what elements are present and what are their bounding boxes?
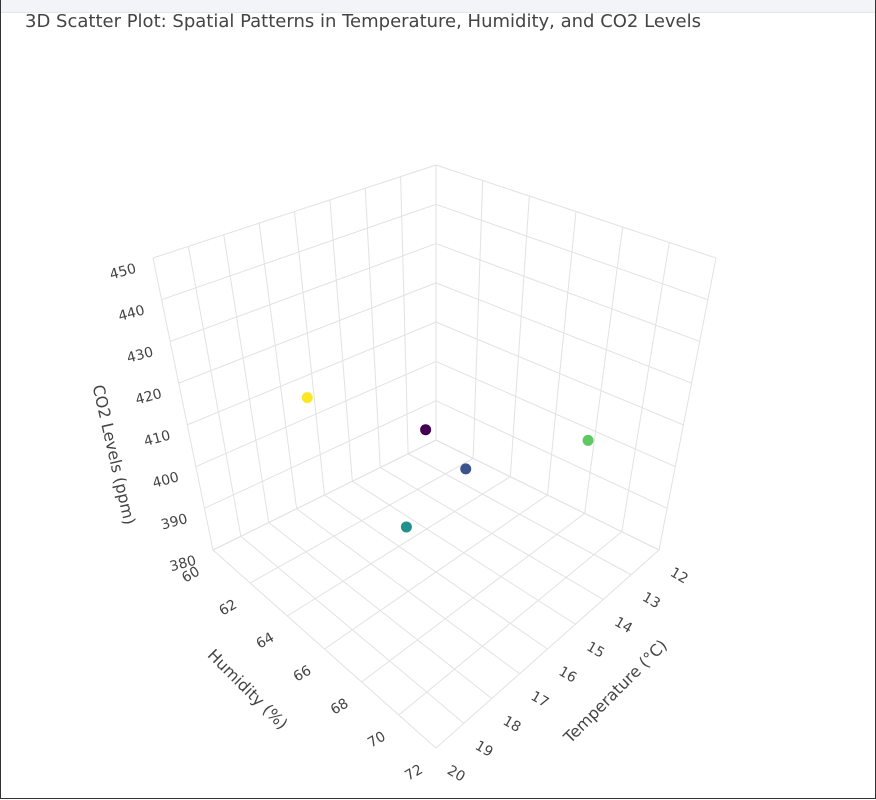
x-tick-label: 16 — [556, 664, 580, 687]
grid-line — [547, 211, 577, 496]
grid-line — [324, 494, 548, 650]
grid-line — [152, 257, 214, 551]
y-tick-label: 64 — [254, 630, 278, 653]
x-tick-label: 17 — [528, 688, 551, 711]
grid-line — [435, 360, 676, 468]
y-tick-label: 68 — [328, 696, 351, 719]
grid-line — [509, 195, 530, 477]
grid-line — [287, 476, 511, 617]
grid-line — [435, 549, 660, 749]
y-tick-label: 72 — [402, 762, 425, 785]
y-tick-label: 62 — [216, 597, 239, 620]
grid-line — [621, 242, 670, 532]
grid-line — [435, 400, 668, 509]
grid-line — [329, 199, 353, 482]
x-tick-label: 20 — [444, 763, 467, 785]
grid-line — [435, 203, 709, 301]
grid-line — [161, 203, 437, 301]
grid-line — [223, 234, 270, 523]
z-tick-label: 400 — [151, 469, 181, 491]
x-tick-label: 15 — [584, 639, 607, 662]
grid-line — [187, 321, 437, 426]
z-tick-label: 430 — [125, 344, 155, 366]
grid-line — [178, 282, 437, 384]
x-axis-title: Temperature (°C) — [559, 636, 671, 748]
chart-title: 3D Scatter Plot: Spatial Patterns in Tem… — [25, 11, 701, 32]
z-tick-label: 420 — [134, 386, 164, 408]
grid-line — [398, 531, 623, 716]
grid-line — [152, 164, 437, 259]
z-tick-label: 380 — [168, 553, 198, 575]
point — [301, 392, 313, 404]
grid-line — [400, 176, 409, 454]
grid-line — [472, 180, 484, 459]
grid-line — [294, 211, 325, 496]
grid-line — [204, 400, 437, 509]
z-tick-label: 390 — [159, 511, 189, 533]
point — [420, 424, 432, 436]
grid-line — [435, 243, 700, 342]
toolbar — [1, 0, 875, 13]
grid-line — [169, 243, 437, 342]
grid-line — [435, 439, 660, 551]
x-tick-label: 19 — [472, 738, 495, 761]
grid-line — [658, 257, 717, 551]
point — [400, 521, 412, 533]
chart: 3D Scatter Plot: Spatial Patterns in Tem… — [25, 11, 717, 785]
grid-line — [435, 282, 692, 384]
y-tick-label: 60 — [179, 564, 202, 587]
y-tick-label: 70 — [365, 729, 388, 752]
x-tick-label: 13 — [639, 589, 662, 612]
grid-line — [584, 226, 624, 514]
grid-line — [212, 439, 437, 551]
grid-line — [361, 512, 585, 683]
z-axis-title: CO2 Levels (ppm) — [89, 383, 140, 527]
grid-line — [195, 360, 437, 468]
grid-line — [187, 246, 242, 537]
y-axis-title: Humidity (%) — [204, 645, 292, 733]
grid-line — [435, 164, 717, 259]
x-tick-label: 18 — [500, 713, 523, 736]
x-tick-label: 12 — [667, 565, 690, 588]
y-tick-label: 66 — [291, 663, 315, 686]
point — [460, 463, 472, 475]
point — [582, 434, 594, 446]
grid-line — [364, 188, 381, 468]
z-tick-label: 450 — [108, 261, 138, 283]
z-tick-label: 410 — [142, 428, 172, 450]
grid-line — [258, 223, 298, 509]
grid-line — [249, 457, 474, 584]
grid-line — [435, 321, 684, 426]
x-tick-label: 14 — [612, 614, 636, 637]
z-tick-label: 440 — [117, 303, 147, 325]
